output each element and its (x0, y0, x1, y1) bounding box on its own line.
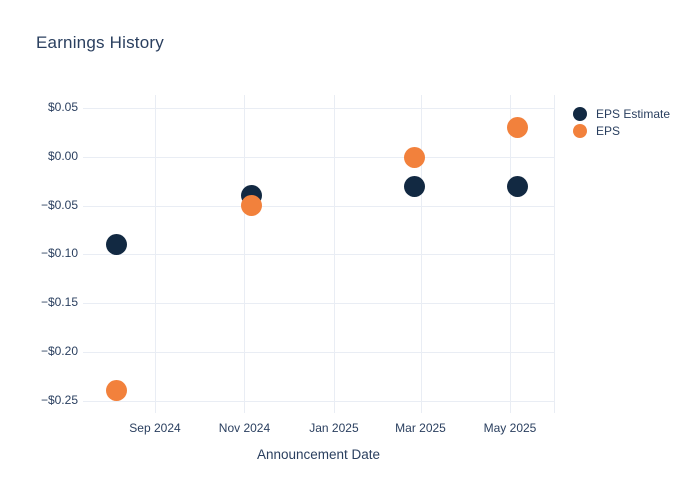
y-tick-label: −$0.25 (40, 392, 78, 407)
legend-item-eps-estimate[interactable]: EPS Estimate (573, 105, 670, 122)
data-point-eps[interactable] (106, 380, 128, 402)
legend-label-eps: EPS (596, 123, 621, 138)
data-point-eps[interactable] (506, 117, 528, 139)
plot-area (83, 95, 555, 413)
x-tick-label: Nov 2024 (218, 421, 271, 435)
y-tick-label: −$0.05 (40, 197, 78, 212)
eps-marker-icon (573, 123, 587, 138)
gridline-horizontal (83, 108, 554, 110)
x-tick-label: Jan 2025 (309, 421, 359, 435)
data-point-eps[interactable] (241, 195, 263, 217)
y-tick-label: −$0.20 (40, 343, 78, 358)
gridline-horizontal (83, 351, 554, 353)
legend: EPS Estimate EPS (573, 105, 670, 139)
y-tick-label: −$0.10 (40, 246, 78, 261)
gridline-horizontal (83, 205, 554, 207)
x-tick-label: May 2025 (483, 421, 537, 435)
y-tick-label: $0.05 (47, 100, 78, 115)
y-tick-label: −$0.15 (40, 295, 78, 310)
chart-title: Earnings History (36, 33, 164, 52)
gridline-vertical (510, 95, 511, 413)
x-tick-label: Sep 2024 (129, 421, 181, 435)
x-axis-title: Announcement Date (256, 447, 381, 462)
data-point-eps-estimate[interactable] (506, 175, 528, 197)
gridline-horizontal (83, 254, 554, 256)
data-point-eps-estimate[interactable] (106, 234, 128, 256)
gridline-vertical (155, 95, 156, 413)
gridline-vertical (244, 95, 246, 413)
gridline-vertical (333, 95, 335, 413)
gridline-horizontal (83, 157, 554, 158)
y-tick-label: $0.00 (47, 149, 78, 163)
gridline-horizontal (83, 400, 554, 402)
legend-item-eps[interactable]: EPS (573, 122, 670, 139)
legend-label-eps-estimate: EPS Estimate (596, 106, 671, 121)
gridline-horizontal (83, 303, 554, 305)
data-point-eps[interactable] (404, 146, 426, 168)
x-tick-label: Mar 2025 (395, 421, 446, 435)
gridline-vertical (420, 95, 422, 413)
eps-estimate-marker-icon (573, 106, 587, 121)
data-point-eps-estimate[interactable] (404, 175, 426, 197)
